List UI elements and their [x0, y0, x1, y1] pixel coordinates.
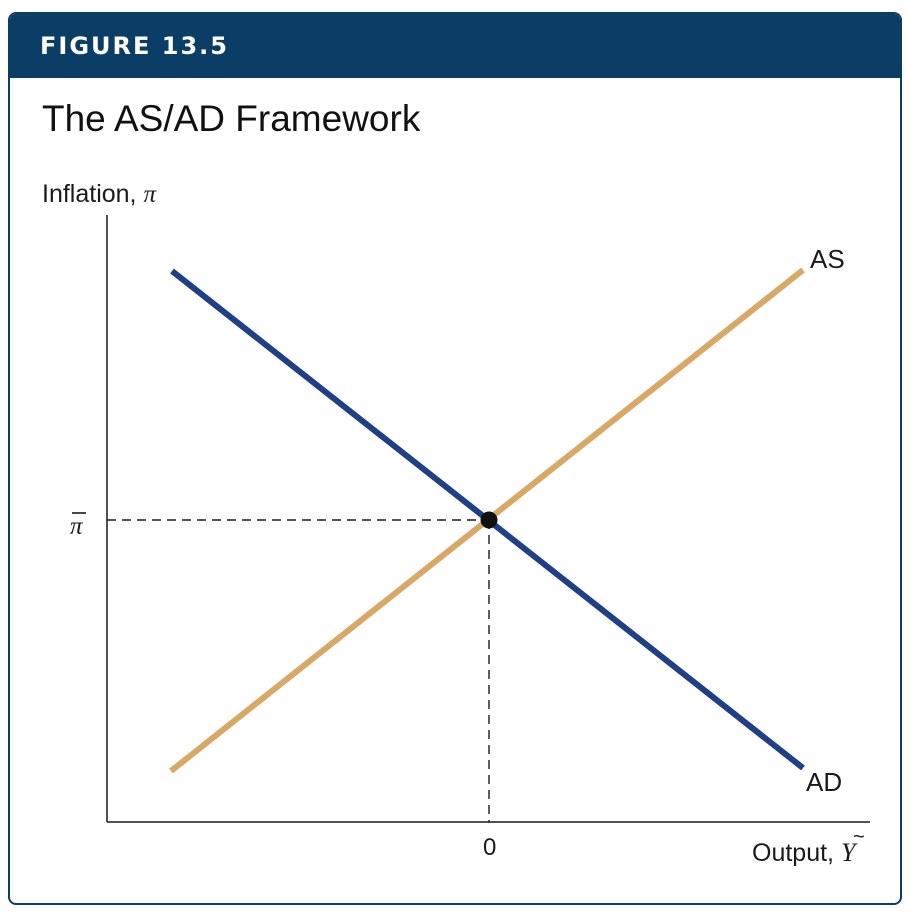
y-tick-pi-bar: π [70, 513, 84, 540]
x-axis-label-tilde: ~ [853, 826, 865, 848]
equilibrium-point [480, 511, 498, 529]
figure-header: FIGURE 13.5 [10, 14, 900, 78]
ad-curve-label: AD [806, 767, 842, 797]
figure-title: The AS/AD Framework [42, 98, 421, 139]
as-curve-label: AS [810, 244, 845, 274]
x-tick-zero: 0 [483, 834, 496, 861]
x-axis-label: Output, Y [752, 838, 858, 867]
figure-label: FIGURE 13.5 [40, 32, 229, 60]
y-axis-label: Inflation, π [42, 180, 157, 208]
figure-frame: FIGURE 13.5 The AS/AD Framework [8, 12, 902, 905]
